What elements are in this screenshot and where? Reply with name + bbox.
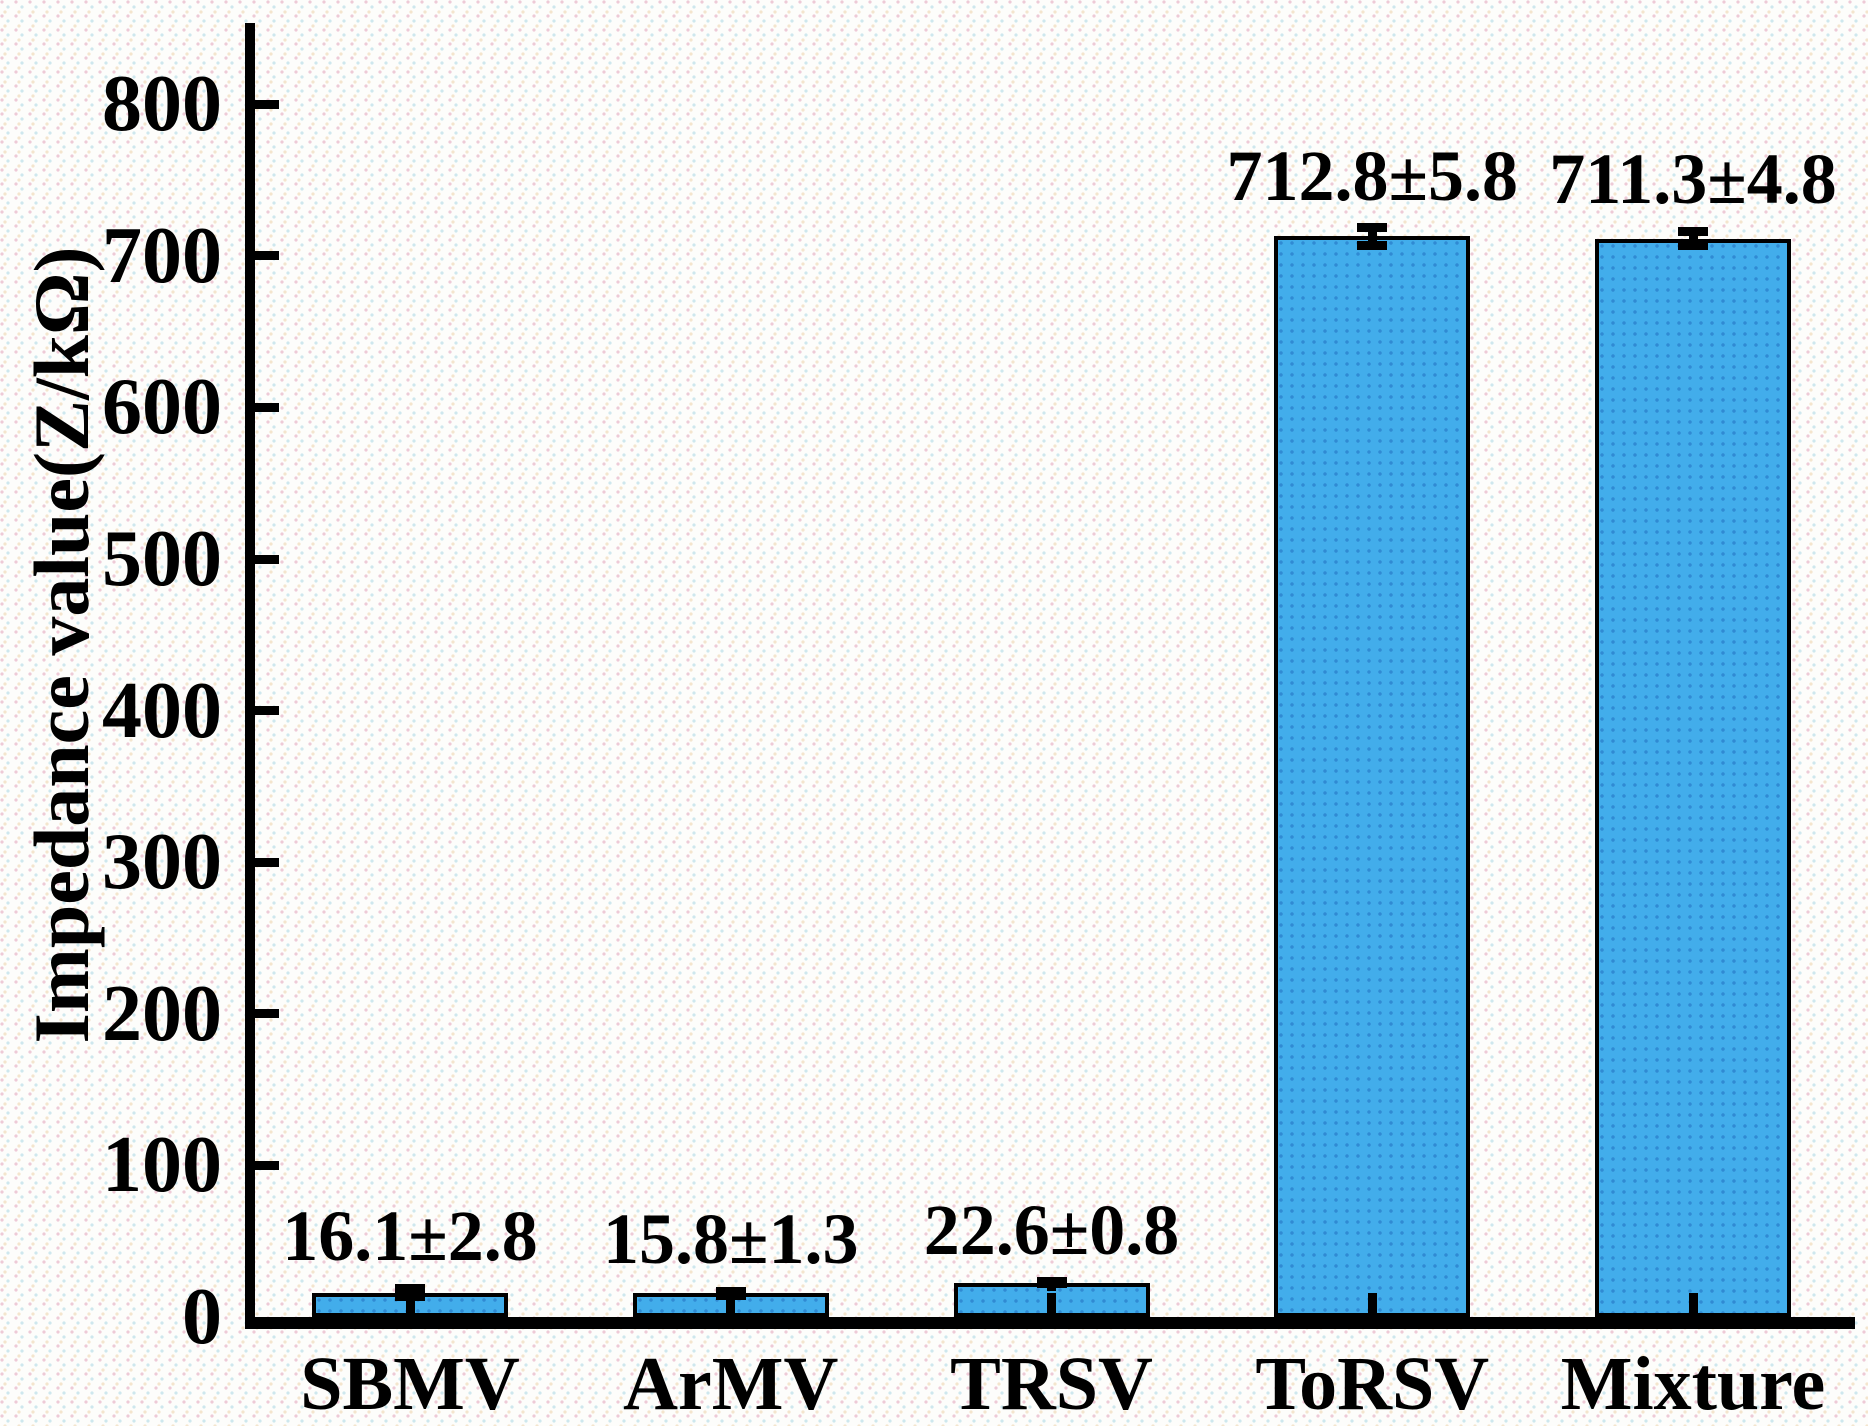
y-tick-label-700: 700 xyxy=(102,211,222,300)
bar-value-label-TRSV: 22.6±0.8 xyxy=(923,1189,1180,1270)
x-tick-TRSV xyxy=(1047,1293,1056,1317)
bar-value-label-Mixture: 711.3±4.8 xyxy=(1549,139,1837,220)
y-tick-400 xyxy=(255,706,279,716)
y-axis-title: Impedance value(Z/kΩ) xyxy=(18,246,105,1044)
error-bar-cap-bottom-Mixture xyxy=(1678,241,1708,251)
y-tick-300 xyxy=(255,857,279,867)
x-axis-spine xyxy=(245,1317,1855,1329)
y-tick-800 xyxy=(255,99,279,109)
error-bar-cap-top-SBMV xyxy=(395,1283,425,1293)
y-axis-spine xyxy=(245,23,255,1329)
x-tick-ArMV xyxy=(726,1293,736,1317)
y-tick-label-0: 0 xyxy=(182,1273,222,1361)
bar-value-label-ToRSV: 712.8±5.8 xyxy=(1226,135,1519,216)
y-tick-label-100: 100 xyxy=(102,1121,222,1210)
y-tick-label-200: 200 xyxy=(102,969,222,1058)
x-axis-label-ArMV: ArMV xyxy=(623,1342,839,1426)
y-tick-label-600: 600 xyxy=(102,363,222,452)
error-bar-cap-top-ToRSV xyxy=(1357,223,1388,233)
bar-value-label-ArMV: 15.8±1.3 xyxy=(602,1199,859,1280)
error-bar-line-Mixture xyxy=(1688,231,1698,246)
error-bar-cap-bottom-TRSV xyxy=(1036,1279,1067,1289)
y-tick-500 xyxy=(255,554,279,564)
y-tick-700 xyxy=(255,251,279,261)
x-tick-Mixture xyxy=(1688,1293,1698,1317)
y-tick-600 xyxy=(255,402,279,412)
x-tick-SBMV xyxy=(405,1293,415,1317)
y-tick-label-400: 400 xyxy=(102,666,222,755)
y-tick-label-500: 500 xyxy=(102,515,222,603)
bar-ToRSV xyxy=(1274,236,1471,1317)
x-axis-label-Mixture: Mixture xyxy=(1560,1342,1826,1426)
y-tick-label-300: 300 xyxy=(102,818,222,907)
x-axis-label-SBMV: SBMV xyxy=(300,1342,520,1426)
error-bar-cap-top-Mixture xyxy=(1678,226,1708,236)
x-tick-ToRSV xyxy=(1367,1293,1377,1317)
bar-Mixture xyxy=(1595,238,1791,1317)
y-tick-label-800: 800 xyxy=(102,60,222,149)
y-tick-200 xyxy=(255,1009,279,1019)
error-bar-cap-bottom-ToRSV xyxy=(1357,240,1388,250)
y-tick-100 xyxy=(255,1160,279,1170)
x-axis-label-ToRSV: ToRSV xyxy=(1255,1342,1490,1426)
x-axis-label-TRSV: TRSV xyxy=(950,1342,1153,1426)
bar-value-label-SBMV: 16.1±2.8 xyxy=(282,1196,538,1277)
error-bar-line-ToRSV xyxy=(1367,227,1377,246)
